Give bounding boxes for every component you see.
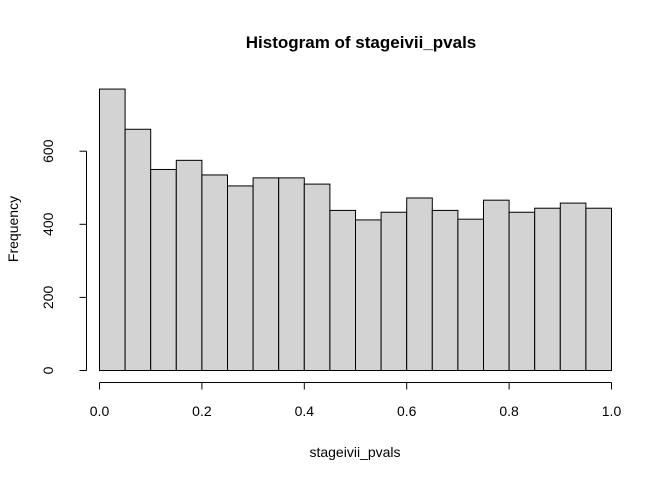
y-axis: 0 200 400 600 [40, 139, 87, 374]
histogram-bar [585, 207, 613, 371]
bars-group [99, 88, 613, 371]
y-tick-label: 600 [40, 139, 56, 163]
histogram-bar [150, 168, 177, 371]
histogram-bar [380, 211, 408, 371]
x-tick-label: 0.8 [499, 403, 519, 419]
y-tick-label: 200 [40, 286, 56, 310]
y-tick-label: 400 [40, 212, 56, 236]
histogram-bar [457, 218, 484, 371]
histogram-bar [508, 211, 536, 371]
histogram-bar [559, 202, 587, 371]
histogram-bar [406, 197, 433, 371]
histogram-bar [175, 159, 203, 371]
x-tick-label: 0.4 [295, 403, 315, 419]
x-axis: 0.0 0.2 0.4 0.6 0.8 1.0 [90, 382, 622, 419]
histogram-bar [431, 209, 459, 371]
histogram-bar [355, 219, 382, 371]
histogram-bar [124, 128, 152, 371]
histogram-bar [99, 88, 126, 371]
histogram-bar [227, 185, 254, 371]
histogram-bar [303, 183, 331, 371]
histogram-bar [252, 177, 280, 371]
histogram-bar [483, 199, 510, 371]
histogram-bar [329, 209, 356, 371]
histogram-bar [278, 177, 305, 371]
x-axis-label: stageivii_pvals [309, 444, 400, 460]
x-tick-label: 0.2 [192, 403, 212, 419]
chart-title: Histogram of stageivii_pvals [246, 33, 477, 52]
histogram-bar [201, 174, 228, 371]
x-tick-label: 1.0 [602, 403, 622, 419]
y-tick-label: 0 [40, 366, 56, 374]
x-tick-label: 0.6 [397, 403, 417, 419]
y-axis-label: Frequency [5, 196, 21, 262]
x-tick-label: 0.0 [90, 403, 110, 419]
histogram-bar [534, 207, 561, 371]
